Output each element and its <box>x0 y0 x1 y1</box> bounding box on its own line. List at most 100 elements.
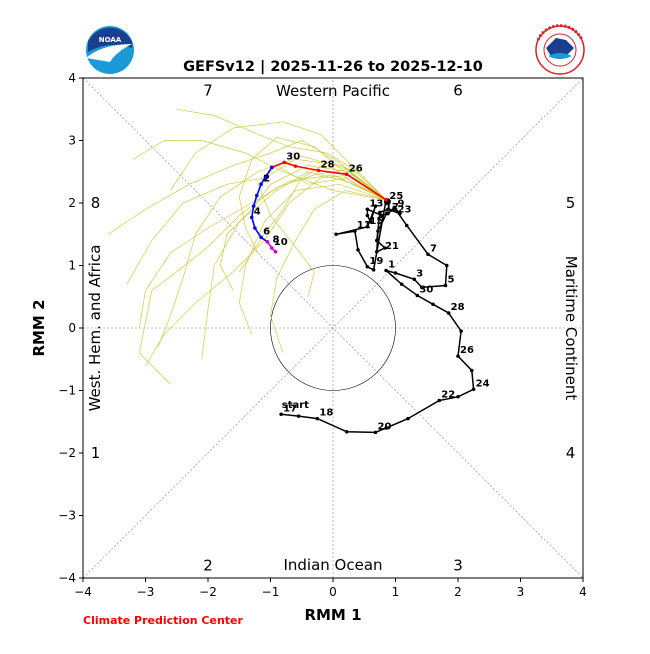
observed-point-8 <box>437 398 442 403</box>
plot-area: 17 18202224262830135791113151719212325sta… <box>58 71 587 599</box>
svg-text:NOAA: NOAA <box>99 36 122 44</box>
y-tick-label-7: 3 <box>68 134 76 148</box>
observed-point-23 <box>444 263 449 268</box>
observed-point-12 <box>456 354 460 358</box>
ensemble-member-4 <box>170 121 387 201</box>
x-tick-label-0: −4 <box>74 585 92 599</box>
ensemble-group <box>107 108 387 385</box>
observed-date-label-2: 18 <box>319 408 333 419</box>
phase-number-6: 6 <box>453 82 463 100</box>
forecast-point-1-1 <box>384 198 388 202</box>
ensemble-member-6 <box>270 190 387 354</box>
observed-date-label-7: 28 <box>451 302 465 313</box>
region-label-left: West. Hem. and Africa <box>86 245 104 412</box>
observed-date-label-5: 24 <box>476 378 490 389</box>
x-axis-label: RMM 1 <box>304 606 361 624</box>
phase-number-7: 7 <box>203 82 213 100</box>
forecast-date-label-7: 8 <box>273 235 280 246</box>
observed-point-4 <box>344 429 349 434</box>
ensemble-member-14 <box>126 158 387 285</box>
observed-point-32 <box>378 210 382 215</box>
y-tick-label-0: −4 <box>58 571 76 585</box>
observed-point-38 <box>365 207 370 212</box>
observed-point-35 <box>392 205 397 210</box>
observed-point-28 <box>376 229 380 233</box>
forecast-point-2-7 <box>253 226 257 230</box>
forecast-date-label-6: 6 <box>263 226 270 237</box>
chart-title: GEFSv12 | 2025-11-26 to 2025-12-10 <box>183 59 483 75</box>
x-tick-label-8: 4 <box>579 585 587 599</box>
observed-point-2 <box>296 414 301 418</box>
observed-point-9 <box>456 394 460 399</box>
ensemble-member-3 <box>238 183 387 335</box>
forecast-segment-1 <box>271 161 387 201</box>
observed-point-19 <box>393 271 398 275</box>
forecast-date-label-3: 30 <box>286 151 300 162</box>
observed-date-label-4: 22 <box>441 390 455 401</box>
observed-point-14 <box>446 311 451 315</box>
phase-number-2: 2 <box>203 557 213 575</box>
observed-point-34 <box>398 211 402 216</box>
ensemble-member-15 <box>257 165 387 297</box>
observed-point-25 <box>404 223 409 228</box>
ensemble-member-16 <box>138 168 387 385</box>
ensemble-member-9 <box>201 171 387 360</box>
y-tick-label-1: −3 <box>58 509 76 523</box>
observed-point-30 <box>383 246 387 250</box>
observed-date-label-8: 30 <box>419 285 433 296</box>
observed-point-7 <box>406 416 410 421</box>
observed-date-label-9: 1 <box>388 260 395 271</box>
observed-point-20 <box>412 277 417 282</box>
start-label: start <box>282 400 309 411</box>
observed-date-label-14: 11 <box>357 220 371 231</box>
observed-date-label-3: 20 <box>378 421 392 432</box>
observed-point-11 <box>469 368 474 373</box>
x-tick-label-7: 3 <box>517 585 525 599</box>
y-tick-label-3: −1 <box>58 384 76 398</box>
x-tick-label-3: −1 <box>262 585 280 599</box>
observed-date-label-20: 23 <box>398 205 412 216</box>
forecast-point-2-4 <box>254 193 259 198</box>
observed-point-40 <box>368 219 373 224</box>
observed-point-15 <box>431 302 435 307</box>
observed-point-17 <box>399 282 404 287</box>
forecast-point-2-5 <box>251 204 256 208</box>
ensemble-member-1 <box>238 137 387 254</box>
ensemble-member-11 <box>220 165 387 291</box>
forecast-date-label-8: 10 <box>274 237 288 248</box>
noaa-logo: NOAA <box>86 26 134 74</box>
footer-credit: Climate Prediction Center <box>83 614 243 627</box>
x-tick-label-4: 0 <box>329 585 337 599</box>
observed-point-21 <box>419 285 424 290</box>
region-label-right: Maritime Continent <box>562 256 580 401</box>
observed-point-36 <box>386 211 390 216</box>
observed-point-41 <box>373 204 378 208</box>
observed-point-13 <box>459 329 463 333</box>
observed-point-6 <box>384 426 388 430</box>
observed-date-label-17: 17 <box>385 202 399 213</box>
forecast-point-1-2 <box>344 172 349 177</box>
forecast-point-1-5 <box>282 160 287 165</box>
ensemble-member-8 <box>107 140 387 235</box>
observed-date-label-16: 15 <box>369 216 383 227</box>
observed-point-43 <box>334 232 338 237</box>
observed-date-label-10: 3 <box>416 268 423 279</box>
y-axis-label: RMM 2 <box>30 299 48 356</box>
region-label-top: Western Pacific <box>276 82 390 100</box>
y-tick-label-6: 2 <box>68 196 76 210</box>
observed-point-24 <box>426 252 430 257</box>
x-tick-label-2: −2 <box>199 585 217 599</box>
observed-point-16 <box>415 293 420 298</box>
forecast-date-label-4: 2 <box>263 173 270 184</box>
phase-number-8: 8 <box>91 194 101 212</box>
observed-date-label-1: 17 <box>283 403 297 414</box>
observed-point-44 <box>353 229 357 233</box>
x-tick-label-5: 1 <box>392 585 400 599</box>
observed-date-label-18: 19 <box>369 256 383 267</box>
phase-number-4: 4 <box>566 444 576 462</box>
x-tick-label-1: −3 <box>137 585 155 599</box>
observed-point-42 <box>365 224 370 229</box>
y-tick-label-5: 1 <box>68 259 76 273</box>
